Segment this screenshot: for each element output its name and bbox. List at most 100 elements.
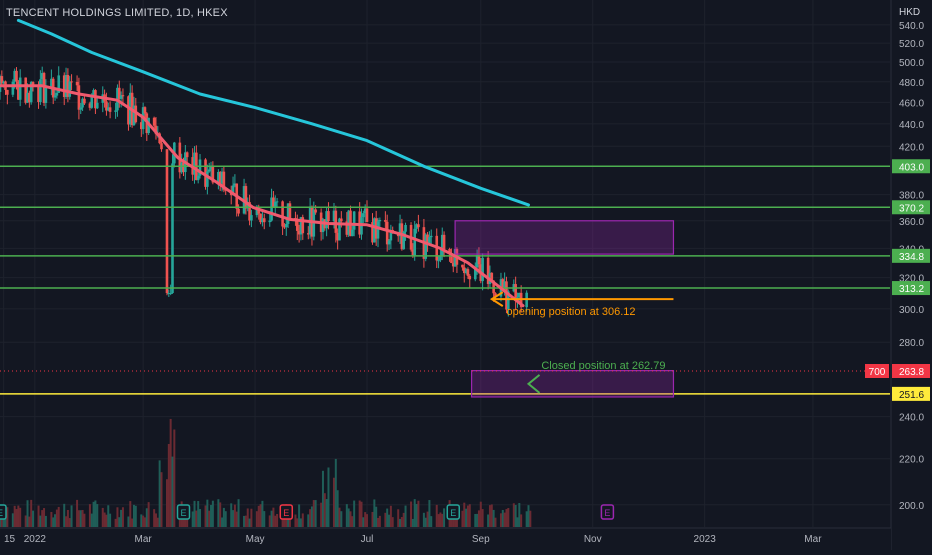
- time-tick-label: Mar: [135, 534, 153, 545]
- volume-bar: [131, 518, 134, 527]
- volume-bar: [4, 517, 7, 527]
- volume-bar: [145, 508, 148, 527]
- volume-bar: [19, 507, 22, 527]
- volume-bar: [272, 507, 275, 527]
- volume-bar: [270, 510, 273, 527]
- volume-bar: [461, 510, 464, 527]
- candle-body: [193, 152, 196, 175]
- volume-bar: [417, 500, 420, 527]
- candle-body: [327, 211, 330, 222]
- volume-bar: [165, 479, 168, 527]
- candle-body: [50, 78, 53, 87]
- candle-body: [268, 220, 272, 223]
- candle-body: [217, 171, 220, 183]
- candle-body: [171, 163, 174, 294]
- chart-title: TENCENT HOLDINGS LIMITED, 1D, HKEX: [6, 7, 228, 19]
- candle-body: [314, 209, 317, 213]
- candle-body: [18, 77, 22, 100]
- volume-bar: [15, 509, 18, 527]
- volume-bar: [435, 504, 438, 527]
- volume-bar: [211, 500, 214, 527]
- price-tick-label: 360.0: [899, 217, 924, 228]
- volume-bar: [514, 504, 517, 527]
- volume-bar: [96, 504, 99, 527]
- candle-body: [75, 81, 79, 86]
- volume-bar: [349, 511, 352, 527]
- volume-bar: [118, 517, 121, 527]
- volume-bar: [413, 499, 416, 527]
- volume-bar: [68, 518, 71, 527]
- candle-body: [363, 208, 367, 214]
- volume-bar: [351, 516, 354, 527]
- volume-bar: [250, 508, 253, 527]
- volume-bar: [296, 518, 299, 527]
- volume-bar: [443, 508, 446, 527]
- volume-bar: [127, 516, 130, 527]
- volume-bar: [371, 511, 374, 527]
- time-tick-label: May: [246, 534, 265, 545]
- volume-bar: [147, 502, 150, 527]
- level-price-badge: [892, 159, 930, 174]
- volume-bar: [219, 502, 222, 527]
- volume-bar: [79, 510, 82, 527]
- volume-bar: [195, 510, 198, 527]
- candle-body: [411, 249, 415, 256]
- volume-bar: [422, 512, 425, 527]
- candle-body: [437, 260, 440, 262]
- candle-body: [95, 102, 99, 109]
- volume-bar: [121, 507, 124, 527]
- volume-bar: [13, 505, 16, 527]
- candle-body: [204, 159, 207, 187]
- candle-body: [270, 197, 273, 221]
- candle-body: [288, 203, 292, 219]
- volume-bar: [452, 516, 455, 527]
- candle-body: [351, 229, 354, 237]
- volume-bar: [388, 514, 391, 527]
- candle-body: [451, 263, 455, 267]
- volume-bar: [439, 512, 442, 527]
- volume-bar: [466, 505, 469, 527]
- volume-bar: [235, 511, 238, 527]
- volume-bar: [334, 458, 337, 527]
- volume-bar: [426, 511, 429, 527]
- candle-body: [345, 221, 349, 235]
- candle-body: [64, 75, 68, 97]
- volume-bar: [182, 517, 185, 527]
- level-price-label: 251.6: [899, 390, 924, 401]
- time-tick-label: 2022: [24, 534, 47, 545]
- volume-bar: [63, 503, 66, 527]
- volume-bar: [441, 513, 444, 527]
- candle-body: [306, 233, 310, 235]
- level-price-label: 370.2: [899, 203, 924, 214]
- volume-bar: [11, 513, 14, 527]
- volume-bar: [90, 513, 93, 527]
- candle-body: [169, 293, 172, 295]
- candle-body: [114, 110, 117, 112]
- time-axis: 15 2022 Mar May Jul Sep Nov 2023 Mar: [0, 527, 891, 550]
- price-tick-label: 500.0: [899, 58, 924, 69]
- volume-bar: [224, 511, 227, 527]
- candle-body: [26, 92, 29, 103]
- candle-body: [505, 281, 508, 310]
- closed-arrow-icon: [526, 374, 541, 394]
- candle-body: [473, 267, 477, 280]
- level-price-badge: [892, 386, 930, 401]
- earnings-marker-label: E: [450, 508, 456, 518]
- volume-bar: [246, 508, 249, 527]
- candle-body: [466, 269, 470, 276]
- candle-body: [297, 230, 301, 235]
- candle-body: [180, 162, 183, 173]
- volume-bar: [323, 493, 326, 527]
- candle-body: [237, 208, 240, 214]
- candle-body: [490, 272, 494, 281]
- earnings-marker: [279, 504, 294, 520]
- candle-body: [347, 210, 350, 235]
- volume-bar: [338, 507, 341, 527]
- volume-bar: [154, 513, 157, 527]
- candle-body: [389, 230, 393, 241]
- candle-body: [261, 218, 264, 223]
- candle-body: [301, 217, 305, 234]
- time-tick-label: Nov: [584, 534, 602, 545]
